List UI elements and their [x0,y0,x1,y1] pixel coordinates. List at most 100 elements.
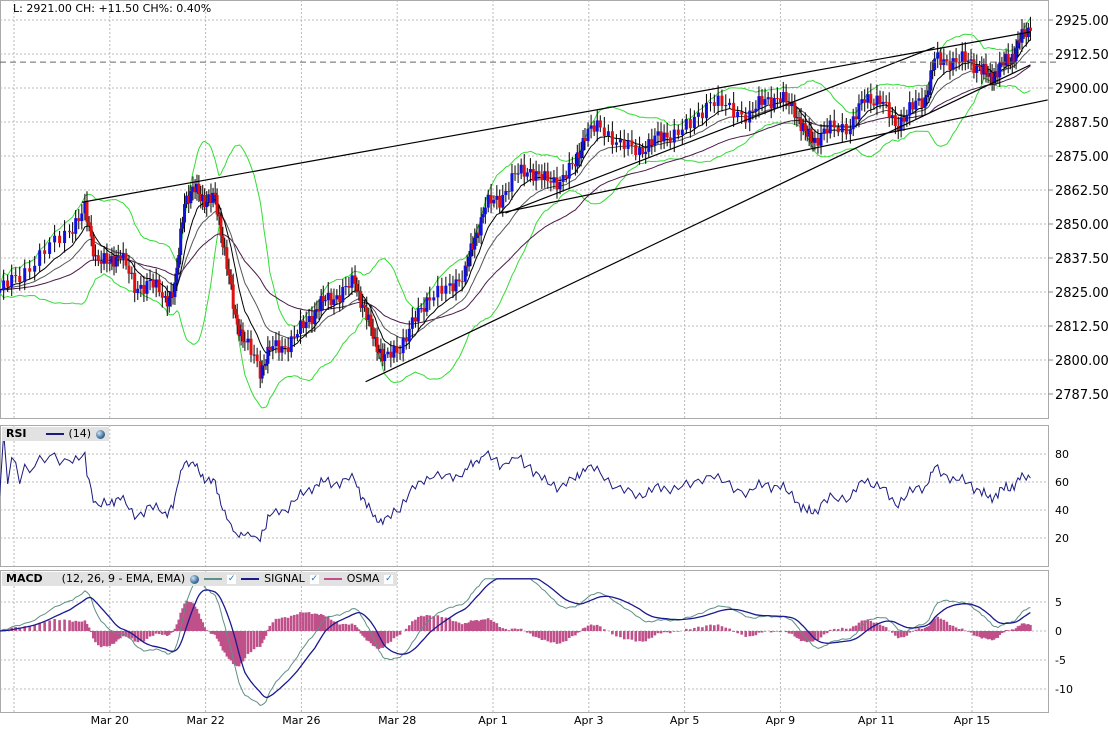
candle-body [575,152,579,167]
candle-body [379,348,383,353]
candle-body [872,103,876,106]
osma-bar [407,625,411,631]
osma-bar [315,613,319,631]
candle-body [413,317,417,322]
candle-body [672,129,676,143]
candle-body [6,280,10,287]
osma-bar [849,628,852,631]
candle-body [386,351,390,355]
candle-body [647,139,651,152]
price-tick-label: 2875.00 [1055,150,1108,165]
osma-bar [77,621,81,631]
osma-bar [225,631,229,657]
candle [978,60,982,72]
osma-bar [283,617,287,631]
osma-bar [112,631,116,644]
candle [398,345,402,360]
osma-bar [411,621,414,631]
candle [0,286,2,297]
candle [63,220,67,253]
candle-body [243,341,247,343]
osma-visible-checkbox[interactable]: ✓ [384,573,394,584]
candle [957,54,961,70]
candle [998,51,1002,87]
candle-body [581,138,585,151]
osma-bar [451,621,455,631]
candle-body [650,139,654,146]
price-tick-label: 2787.50 [1055,388,1108,403]
candle [99,250,103,274]
candle-body [696,112,700,117]
osma-bar [381,631,385,648]
osma-bar [622,631,626,640]
candle [444,276,448,302]
osma-bar [552,631,556,643]
candle [249,330,253,363]
osma-bar [383,631,387,646]
osma-bar [258,631,262,647]
settings-globe-icon[interactable] [96,429,106,439]
candle [498,189,502,214]
osma-bar [326,616,330,631]
settings-globe-icon[interactable] [190,574,200,584]
candle [483,197,487,224]
osma-bar [237,631,241,667]
candle-body [618,139,622,143]
candle [618,130,622,151]
candle-body [754,108,758,112]
osma-bar [890,631,894,633]
osma-bar [581,628,585,631]
candle [252,344,256,364]
osma-bar [201,622,205,631]
candle [139,275,143,298]
osma-bar [925,627,929,631]
candle [379,338,383,362]
osma-bar [644,631,648,642]
candle-body [179,228,183,256]
candle-body [377,352,381,354]
osma-bar [87,627,91,631]
candle [223,237,227,256]
candle-body [772,98,776,109]
candle-body [1024,33,1028,38]
candle [558,176,562,195]
macd-visible-checkbox[interactable]: ✓ [227,573,237,584]
candle [676,124,680,140]
osma-bar [280,617,284,631]
osma-bar [911,631,915,632]
candle-body [260,365,264,379]
candle [383,343,387,371]
osma-bar [529,631,532,634]
candle [684,114,688,134]
candle [191,176,195,201]
candle-body [335,295,339,300]
candle-body [338,295,342,303]
candle-body [471,243,475,250]
candle-body [118,255,122,259]
candle-body [252,354,256,356]
price-tick-label: 2912.50 [1055,48,1108,63]
signal-visible-checkbox[interactable]: ✓ [309,573,319,584]
osma-bar [193,606,197,631]
date-tick-label: Apr 5 [670,714,700,727]
candle-body [215,195,219,215]
osma-bar [189,602,193,631]
candle [217,204,221,226]
osma-bar [576,631,579,633]
osma-bar [1018,625,1022,631]
candle-body [712,102,716,106]
bollinger-lower-line [0,77,1031,409]
osma-bar [939,618,943,631]
osma-bar [392,631,396,639]
osma-bar [763,631,767,632]
osma-bar [716,624,720,631]
candle [936,41,940,69]
candle [280,336,284,362]
candle [361,293,365,318]
candle [933,51,937,77]
candle-body [457,279,461,282]
price-tick-label: 2900.00 [1055,82,1108,97]
osma-bar [274,618,278,631]
osma-bar [1010,629,1014,631]
